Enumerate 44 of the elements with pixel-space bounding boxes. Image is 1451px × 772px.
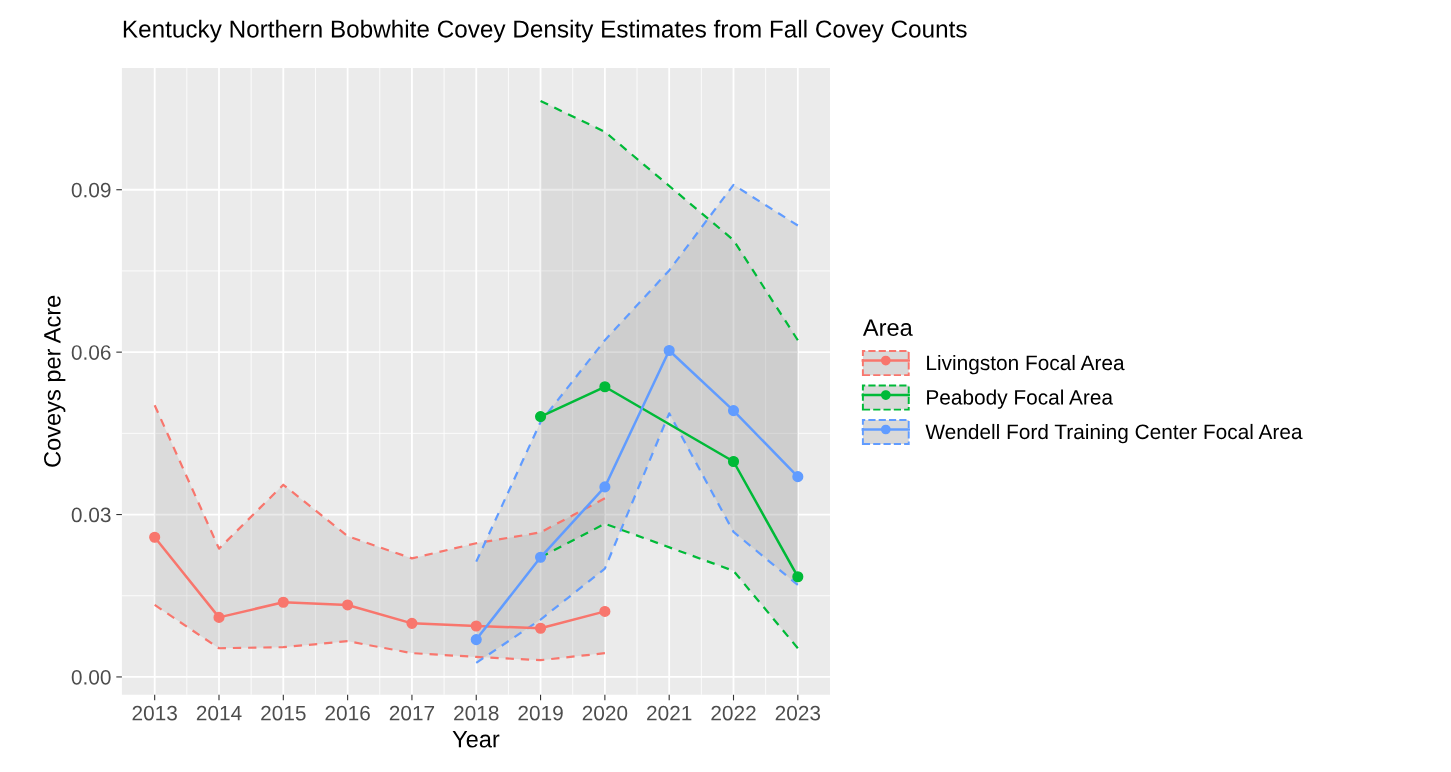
x-tick-label: 2017: [389, 705, 435, 721]
chart-title: Kentucky Northern Bobwhite Covey Density Estimates from Fall Covey Counts: [123, 19, 967, 43]
x-tick-label: 2019: [518, 705, 563, 721]
y-axis-title: Coveys per Acre: [43, 295, 66, 467]
point: [727, 405, 740, 417]
point: [599, 481, 611, 493]
x-tick-label: 2022: [711, 705, 756, 721]
point: [663, 344, 675, 357]
point: [792, 571, 804, 583]
line-series: [153, 404, 606, 560]
point: [470, 634, 482, 646]
point: [727, 455, 740, 468]
point: [599, 605, 611, 617]
x-tick-label: 2020: [582, 705, 628, 721]
point: [535, 622, 547, 634]
legend-label: Wendell Ford Training Center Focal Area: [925, 423, 1303, 444]
x-axis-title: Year: [452, 731, 500, 748]
legend-title: Area: [862, 319, 913, 336]
point: [535, 551, 547, 563]
x-tick-label: 2018: [454, 705, 499, 721]
point: [342, 599, 354, 611]
y-tick-label: 0.00: [71, 669, 111, 685]
x-tick-label: 2016: [325, 705, 370, 721]
point: [277, 596, 289, 608]
point: [599, 381, 611, 393]
line-series: [153, 603, 606, 662]
point: [470, 620, 482, 632]
point: [406, 617, 418, 629]
x-tick-label: 2023: [775, 705, 821, 721]
y-tick-label: 0.03: [71, 507, 111, 523]
point: [792, 471, 804, 483]
point: [535, 410, 547, 423]
y-tick-label: 0.09: [71, 182, 111, 198]
y-tick-label: 0.06: [71, 345, 111, 360]
point: [149, 531, 161, 543]
x-tick-label: 2014: [196, 705, 242, 721]
line-series: [475, 183, 799, 563]
legend-label: Peabody Focal Area: [927, 389, 1114, 409]
legend-label: Livingston Focal Area: [927, 354, 1125, 375]
x-tick-label: 2021: [647, 705, 692, 721]
point: [213, 611, 225, 623]
line-series: [539, 99, 799, 342]
x-tick-label: 2013: [132, 705, 177, 721]
x-tick-label: 2015: [261, 705, 306, 721]
